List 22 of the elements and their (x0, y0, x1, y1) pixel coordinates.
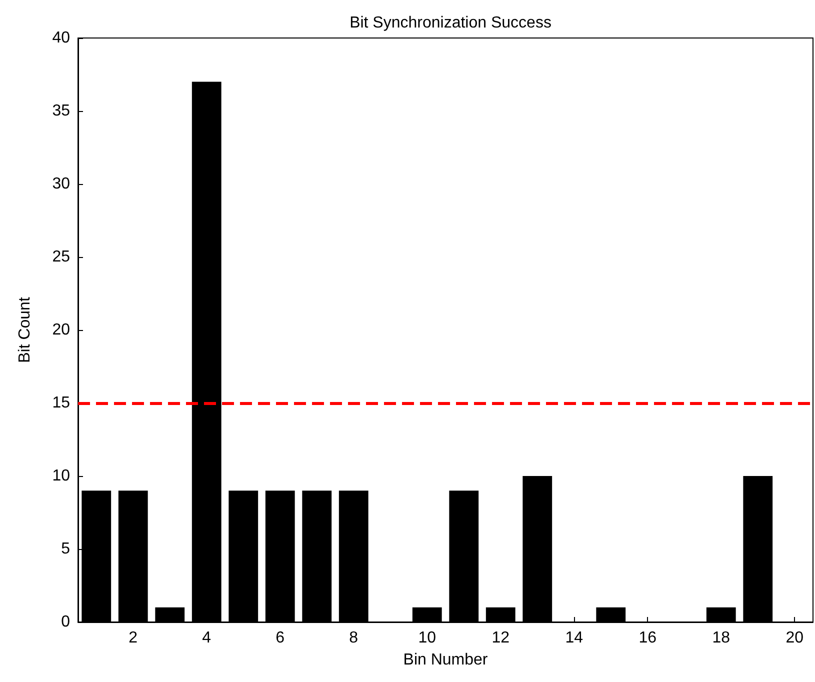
x-tick-label: 2 (128, 630, 138, 646)
y-tick-label: 10 (52, 468, 70, 484)
y-tick-label: 15 (52, 394, 70, 412)
x-tick-label: 6 (276, 630, 285, 646)
y-tick-label: 30 (52, 176, 70, 192)
y-tick-label: 0 (61, 614, 70, 630)
x-tick-label: 16 (638, 630, 657, 646)
y-tick-label: 25 (52, 248, 70, 266)
y-tick-label: 5 (61, 540, 70, 558)
x-tick-label: 18 (712, 630, 730, 646)
y-tick-label: 35 (52, 102, 70, 120)
y-tick-label: 40 (52, 30, 70, 46)
x-tick-label: 12 (492, 630, 510, 646)
chart-title: Bit Synchronization Success (350, 14, 552, 32)
y-tick-label: 20 (52, 322, 70, 338)
x-tick-label: 14 (565, 630, 584, 646)
x-tick-label: 10 (418, 630, 436, 646)
x-axis-title: Bin Number (403, 652, 488, 668)
x-tick-label: 4 (202, 630, 212, 646)
y-axis-title: Bit Count (16, 296, 34, 363)
x-tick-label: 20 (786, 630, 804, 646)
x-tick-label: 8 (349, 630, 358, 646)
